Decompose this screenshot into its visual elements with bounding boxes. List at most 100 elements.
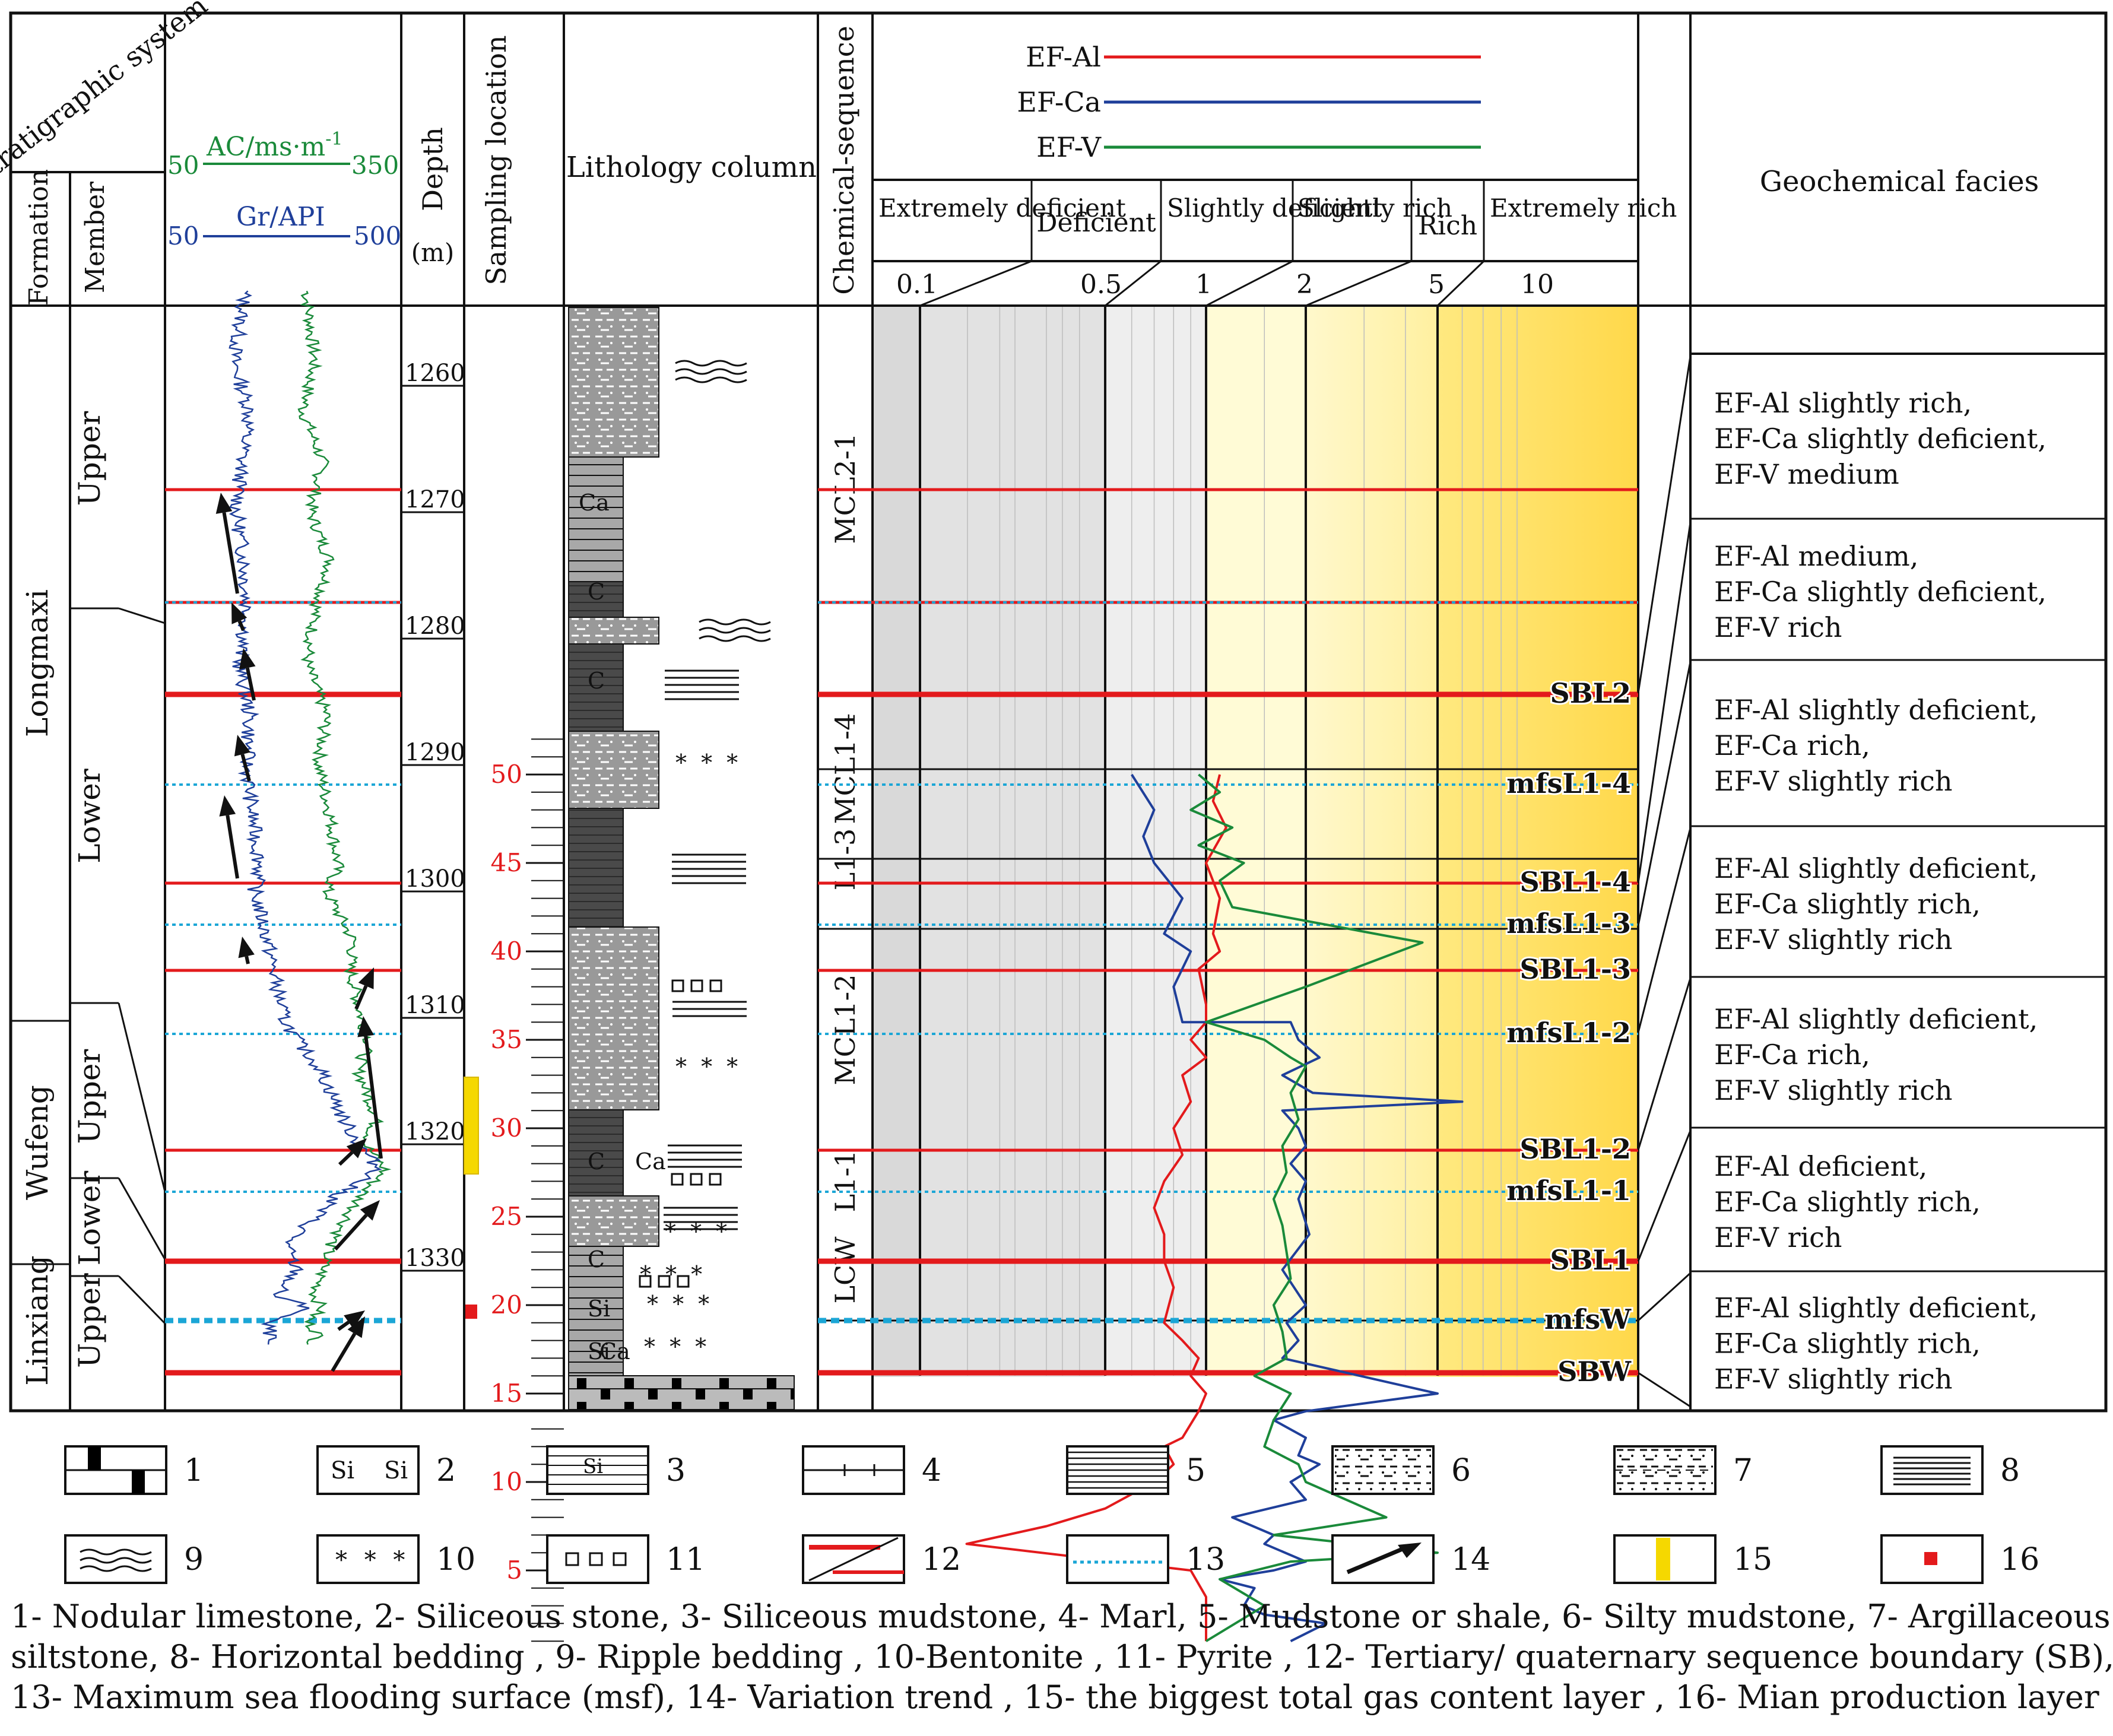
member-upper: Upper (72, 411, 107, 506)
facies-text: EF-Al slightly deficient, (1714, 694, 2038, 726)
bentonite-mark: * * * (647, 1291, 713, 1317)
formation-longmaxi: Longmaxi (20, 589, 55, 737)
boundary-label-sbw: SBW (1557, 1356, 1632, 1388)
legend-label-v: EF-V (1036, 131, 1102, 163)
facies-text: EF-Al slightly deficient, (1714, 1292, 2038, 1324)
zone-extremely-deficient (873, 306, 920, 1377)
sampling-header: Sampling location (480, 35, 512, 285)
boundary-label-mfsw: mfsW (1544, 1303, 1632, 1335)
legend-number: 13 (1186, 1542, 1225, 1578)
legend-item-10: * * * (316, 1534, 420, 1584)
zone-slightly-rich (1206, 306, 1306, 1377)
legend-number: 1 (184, 1453, 204, 1489)
legend-item-6 (1331, 1445, 1435, 1495)
zone-extremely-rich (1438, 306, 1638, 1377)
trend-arrow-head (357, 1016, 375, 1037)
facies-text: EF-V slightly rich (1714, 1074, 1952, 1106)
caption-line-3: 13- Maximum sea flooding surface (msf), … (11, 1678, 2099, 1716)
class-deficient: Deficient (1036, 208, 1156, 238)
geo-facies-header: Geochemical facies (1760, 165, 2039, 198)
legend-item-12 (802, 1534, 905, 1584)
depth-label: 1320 (405, 1118, 465, 1145)
svg-text:* * *: * * * (335, 1547, 410, 1574)
sample-label: 30 (491, 1113, 522, 1142)
main-production-layer (465, 1305, 477, 1319)
lithology-mark: C (588, 579, 605, 605)
ef-tick-2: 2 (1296, 269, 1313, 300)
facies-text: EF-Al medium, (1714, 540, 1918, 572)
trend-arrow (240, 754, 251, 782)
lithology-mark: Si (588, 1296, 610, 1322)
sample-label: 45 (491, 848, 522, 877)
legend-item-7 (1613, 1445, 1717, 1495)
legend-number: 10 (436, 1542, 475, 1578)
facies-text: EF-V medium (1714, 458, 1899, 490)
depth-label: 1300 (405, 865, 465, 893)
legend-item-1 (64, 1445, 167, 1495)
depth-label: 1310 (405, 992, 465, 1019)
trend-arrow-head (347, 1316, 365, 1338)
class-extremely-rich: Extremely rich (1490, 193, 1677, 223)
trend-arrow (245, 667, 256, 701)
sample-label: 20 (491, 1290, 522, 1319)
depth-label: 1290 (405, 739, 465, 766)
formation-linxiang: Linxiang (20, 1255, 55, 1386)
caption-line-2: siltstone, 8- Horizontal bedding , 9- Ri… (11, 1638, 2113, 1675)
zone-rich (1306, 306, 1438, 1377)
caption-line-1: 1- Nodular limestone, 2- Siliceous stone… (11, 1598, 2111, 1635)
class-extremely-deficient: Extremely deficient (878, 193, 1126, 223)
trend-arrow-head (234, 735, 251, 757)
chem-unit-l1-1: L1-1 (829, 1150, 861, 1213)
gr-label: Gr/API (236, 202, 325, 232)
trend-arrow-head (346, 1138, 367, 1159)
facies-text: EF-V rich (1714, 1221, 1842, 1253)
legend-number: 3 (666, 1453, 686, 1489)
lithology-header: Lithology column (566, 151, 817, 184)
ef-legend: EF-Al EF-Ca EF-V (1017, 41, 1481, 163)
formation-header: Formation (24, 169, 54, 306)
legend-number: 5 (1186, 1453, 1205, 1489)
svg-text:Si: Si (384, 1457, 408, 1484)
facies-text: EF-Ca slightly deficient, (1714, 423, 2047, 455)
facies-text: EF-Ca slightly rich, (1714, 1328, 1981, 1360)
gas-content-layer (464, 1077, 479, 1175)
trend-arrow (331, 1332, 357, 1372)
trend-arrow (237, 620, 245, 631)
trend-arrow (226, 815, 239, 879)
trend-arrow (354, 985, 368, 1010)
facies-text: EF-V slightly rich (1714, 923, 1952, 956)
trend-arrow-head (238, 937, 255, 959)
sample-label: 5 (506, 1556, 522, 1585)
trend-arrow (245, 956, 250, 964)
facies-text: EF-Al slightly rich, (1714, 387, 1972, 419)
lithology-mark: Ca (599, 1338, 630, 1364)
ef-tick-10: 10 (1521, 269, 1554, 300)
svg-text:Si: Si (331, 1457, 354, 1484)
boundary-label-sbl1-3: SBL1-3 (1519, 953, 1631, 985)
ac-label: AC/ms·m-1 (206, 129, 343, 162)
sample-label: 15 (491, 1379, 522, 1408)
boundary-label-mfsl1-2: mfsL1-2 (1506, 1017, 1631, 1049)
ac-min: 50 (167, 151, 199, 180)
facies-text: EF-V slightly rich (1714, 765, 1952, 797)
lithology-layer (568, 617, 659, 645)
sample-label: 40 (491, 937, 522, 966)
trend-arrow (337, 1321, 350, 1331)
lithology-mark: C (588, 668, 605, 694)
ef-tick-0.1: 0.1 (896, 269, 938, 300)
trend-arrow (364, 1036, 383, 1159)
formation-wufeng: Wufeng (20, 1085, 55, 1200)
zone-deficient (920, 306, 1105, 1377)
facies-text: EF-Al slightly deficient, (1714, 852, 2038, 884)
boundary-label-mfsl1-1: mfsL1-1 (1506, 1175, 1631, 1207)
bentonite-mark: * * * (675, 1053, 741, 1080)
chem-seq-header: Chemical-sequence (828, 26, 860, 295)
sample-label: 35 (491, 1025, 522, 1054)
lithology-layer (568, 808, 624, 928)
member-header: Member (80, 181, 110, 293)
ef-tick-1: 1 (1195, 269, 1212, 300)
class-rich: Rich (1418, 211, 1477, 241)
legend-number: 7 (1733, 1453, 1753, 1489)
trend-arrow-head (360, 1200, 380, 1221)
